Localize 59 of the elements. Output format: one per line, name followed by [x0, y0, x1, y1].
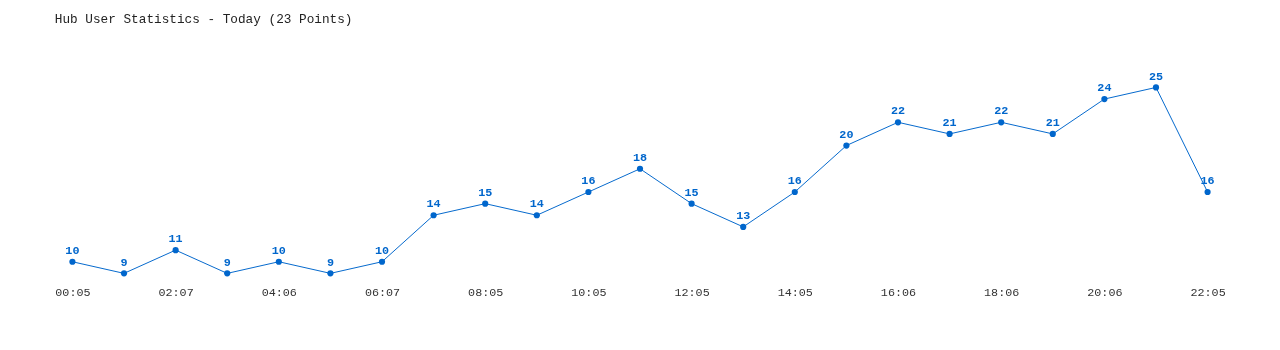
point	[224, 270, 231, 277]
data-label: 13	[736, 209, 751, 224]
point	[120, 270, 128, 277]
point	[946, 130, 953, 138]
point	[636, 165, 644, 172]
data-label: 16	[787, 174, 802, 189]
data-label: 14	[529, 197, 544, 212]
point	[378, 258, 386, 265]
data-label: 9	[120, 255, 128, 270]
point	[327, 270, 334, 277]
point	[998, 119, 1005, 126]
x-tick-label: 12:05	[674, 286, 710, 301]
point	[430, 212, 437, 219]
point	[740, 223, 747, 230]
x-tick-label: 16:06	[880, 286, 917, 301]
data-label: 21	[942, 116, 957, 131]
data-label: 10	[65, 243, 80, 258]
data-label: 21	[1045, 116, 1060, 131]
x-tick-label: 14:05	[777, 286, 813, 301]
point	[69, 258, 76, 265]
point	[791, 188, 798, 196]
data-label: 14	[426, 197, 441, 212]
x-tick-label: 02:07	[158, 286, 194, 301]
data-label: 9	[223, 255, 231, 270]
data-label: 24	[1097, 81, 1112, 96]
x-tick-label: 22:05	[1190, 286, 1226, 301]
data-label: 16	[1200, 174, 1215, 189]
data-label: 22	[994, 104, 1009, 119]
point	[1049, 130, 1056, 138]
data-label: 25	[1148, 69, 1164, 84]
point	[275, 258, 282, 265]
point	[688, 200, 695, 207]
point	[1204, 188, 1211, 196]
x-tick-label: 04:06	[261, 286, 297, 301]
point	[894, 119, 902, 126]
data-label: 16	[581, 174, 596, 189]
point	[585, 188, 592, 196]
point	[843, 142, 850, 149]
point	[482, 200, 489, 207]
data-label: 10	[374, 243, 390, 258]
point	[533, 212, 540, 219]
x-tick-label: 00:05	[55, 286, 91, 301]
data-label: 11	[168, 232, 183, 247]
x-tick-label: 06:07	[364, 286, 401, 301]
data-label: 9	[326, 255, 334, 270]
x-tick-label: 10:05	[571, 286, 607, 301]
data-label: 18	[632, 150, 648, 165]
data-label: 20	[839, 127, 854, 142]
x-tick-label: 18:06	[984, 286, 1020, 301]
x-tick-label: 08:05	[468, 286, 504, 301]
point	[1152, 84, 1160, 91]
data-label: 15	[478, 185, 493, 200]
data-label: 22	[890, 104, 906, 119]
x-tick-label: 20:06	[1087, 286, 1123, 301]
point	[172, 247, 179, 254]
chart-title: Hub User Statistics - Today (23 Points)	[54, 11, 353, 27]
data-label: 10	[271, 243, 286, 258]
point	[1101, 95, 1108, 103]
data-label: 15	[684, 185, 699, 200]
